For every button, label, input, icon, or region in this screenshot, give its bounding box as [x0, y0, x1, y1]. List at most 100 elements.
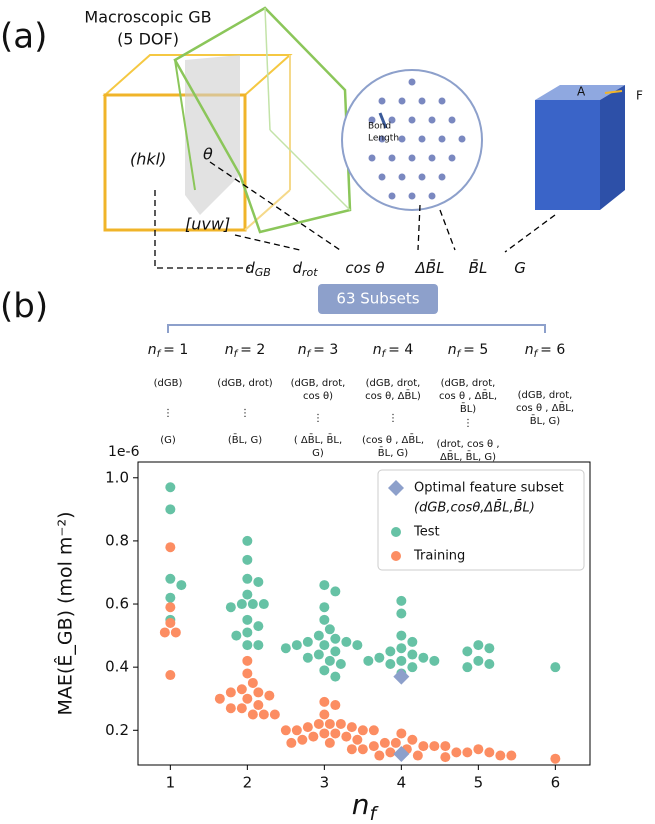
data-point: [335, 718, 346, 729]
data-point: [341, 636, 352, 647]
data-point: [352, 734, 363, 745]
atom: [388, 154, 396, 162]
feature-symbol: d: [292, 259, 302, 277]
x-tick-label: 6: [551, 774, 561, 792]
data-point: [550, 662, 561, 673]
feature-symbol: ΔB̄L: [415, 258, 445, 277]
x-label-sub: f: [370, 803, 380, 824]
atom: [378, 135, 386, 143]
subset-dots: ⋮: [163, 408, 173, 419]
x-tick-label: 3: [320, 774, 330, 792]
diagram-title: Macroscopic GB: [84, 8, 211, 27]
data-point: [418, 652, 429, 663]
data-point: [473, 744, 484, 755]
data-point: [165, 602, 176, 613]
data-point: [242, 640, 253, 651]
column-header: nf = 4: [373, 342, 414, 360]
subset-dots: ⋮: [313, 413, 323, 424]
atom: [418, 173, 426, 181]
data-point: [379, 737, 390, 748]
subset-first: cos θ , ΔB̄L,: [516, 401, 574, 414]
angle-label: θ: [203, 145, 213, 164]
atom: [408, 154, 416, 162]
data-point: [236, 703, 247, 714]
data-point: [313, 630, 324, 641]
column-count: = 6: [540, 342, 565, 358]
bond-label: Length: [368, 134, 399, 144]
atom: [418, 97, 426, 105]
subset-last: (G): [160, 435, 176, 446]
data-point: [407, 636, 418, 647]
data-point: [407, 649, 418, 660]
data-point: [176, 580, 187, 591]
legend-marker: [391, 527, 401, 537]
plane-label: (hkl): [130, 150, 166, 169]
data-point: [462, 747, 473, 758]
f-subscript: f: [307, 349, 312, 360]
data-point: [253, 687, 264, 698]
data-point: [385, 659, 396, 669]
subset-first: B̄L, G): [530, 414, 561, 427]
panel-label: (b): [0, 287, 48, 327]
data-point: [236, 684, 247, 695]
data-point: [165, 592, 176, 603]
data-point: [374, 750, 385, 761]
data-point: [170, 627, 181, 638]
data-point: [324, 718, 335, 729]
data-point: [363, 655, 374, 666]
feature-label: drot: [292, 259, 318, 280]
f-subscript: f: [534, 349, 539, 360]
data-point: [242, 614, 253, 625]
data-point: [324, 624, 335, 635]
atom: [438, 135, 446, 143]
diagram-subtitle: (5 DOF): [117, 30, 179, 49]
data-point: [429, 741, 440, 752]
atom: [408, 192, 416, 200]
data-point: [286, 737, 297, 748]
data-point: [473, 655, 484, 666]
data-point: [165, 573, 176, 584]
legend-label: Training: [413, 549, 465, 564]
data-point: [231, 630, 242, 641]
data-point: [385, 747, 396, 758]
data-point: [495, 750, 506, 761]
data-point: [225, 703, 236, 714]
data-point: [330, 728, 341, 739]
data-point: [280, 725, 291, 736]
data-point: [165, 504, 176, 515]
column-count: = 3: [313, 342, 338, 358]
data-point: [159, 627, 170, 638]
y-tick-label: 0.2: [105, 721, 129, 739]
data-point: [253, 576, 264, 587]
data-point: [242, 668, 253, 679]
data-point: [225, 602, 236, 613]
feature-subscript: GB: [255, 266, 271, 279]
atom: [398, 135, 406, 143]
data-point: [253, 700, 264, 711]
legend-box: [377, 469, 585, 571]
subset-first: (dGB, drot): [217, 378, 272, 389]
crystal-diagram: [102, 6, 625, 333]
column-header: nf = 6: [525, 342, 566, 360]
data-point: [247, 709, 258, 720]
atom: [428, 116, 436, 124]
atom: [408, 78, 416, 86]
data-point: [258, 709, 269, 720]
legend-marker: [388, 480, 404, 496]
data-point: [506, 750, 517, 761]
data-point: [407, 662, 418, 673]
data-point: [346, 722, 357, 733]
data-point: [319, 602, 330, 613]
atom: [388, 192, 396, 200]
n-symbol: n: [448, 342, 457, 358]
data-point: [242, 627, 253, 638]
column-header: nf = 2: [225, 342, 266, 360]
data-point: [473, 640, 484, 651]
data-point: [319, 640, 330, 651]
atom: [398, 173, 406, 181]
subset-first: (dGB, drot,: [441, 378, 496, 389]
data-point: [440, 752, 451, 763]
data-point: [165, 617, 176, 628]
data-point: [242, 655, 253, 666]
subset-first: B̄L): [460, 402, 476, 415]
